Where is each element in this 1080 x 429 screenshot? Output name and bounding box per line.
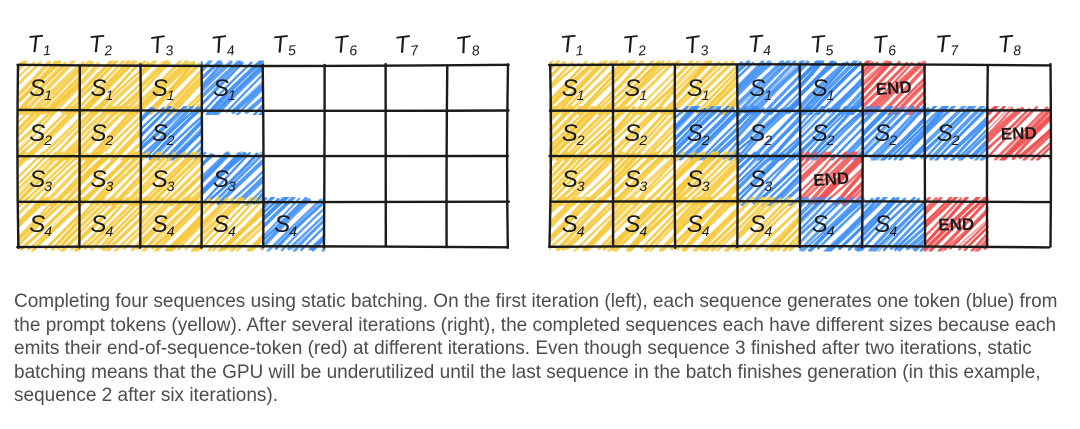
- svg-text:T2: T2: [621, 30, 647, 60]
- svg-text:T4: T4: [747, 30, 772, 60]
- svg-text:T5: T5: [271, 30, 296, 60]
- svg-text:S2: S2: [687, 120, 710, 148]
- svg-text:S4: S4: [812, 211, 835, 239]
- svg-text:T2: T2: [88, 30, 113, 60]
- svg-text:S2: S2: [29, 120, 52, 148]
- svg-text:T1: T1: [27, 30, 52, 60]
- svg-text:T3: T3: [683, 30, 709, 61]
- svg-text:T8: T8: [454, 30, 481, 61]
- svg-text:T6: T6: [871, 30, 897, 60]
- svg-text:T1: T1: [559, 30, 584, 60]
- svg-text:S4: S4: [749, 211, 772, 239]
- svg-text:T7: T7: [393, 30, 420, 61]
- svg-text:S4: S4: [90, 211, 113, 239]
- svg-text:S3: S3: [90, 166, 113, 194]
- svg-text:T5: T5: [809, 30, 834, 60]
- svg-text:T4: T4: [210, 30, 236, 61]
- svg-text:END: END: [813, 169, 850, 191]
- svg-text:T7: T7: [934, 30, 960, 60]
- svg-text:S4: S4: [562, 211, 585, 239]
- svg-text:S3: S3: [152, 166, 175, 194]
- svg-text:S1: S1: [687, 75, 710, 103]
- svg-text:END: END: [1001, 124, 1038, 144]
- svg-text:S3: S3: [624, 166, 647, 194]
- svg-text:END: END: [938, 215, 974, 235]
- svg-text:T3: T3: [148, 30, 174, 61]
- svg-text:END: END: [875, 77, 912, 99]
- svg-text:T6: T6: [332, 30, 358, 60]
- svg-text:T8: T8: [997, 30, 1022, 60]
- svg-text:S1: S1: [213, 75, 236, 103]
